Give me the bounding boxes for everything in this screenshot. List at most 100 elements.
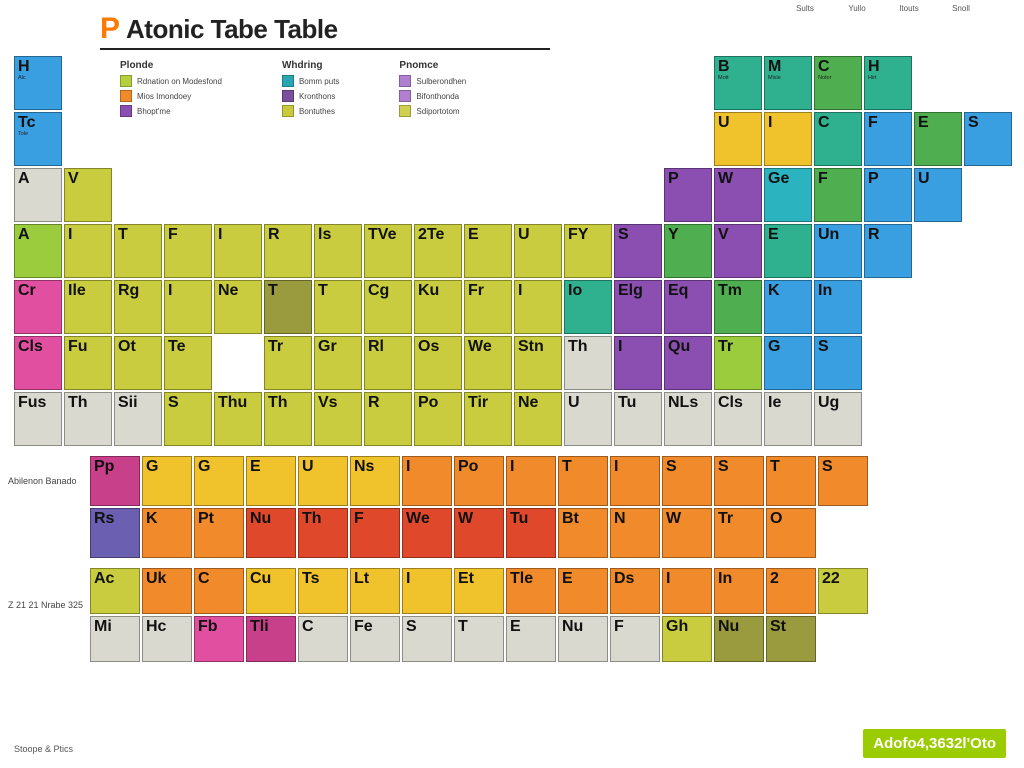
- element-cell[interactable]: Ku: [414, 280, 462, 334]
- element-cell[interactable]: We: [402, 508, 452, 558]
- element-cell[interactable]: C: [814, 112, 862, 166]
- element-cell[interactable]: Th: [564, 336, 612, 390]
- element-cell[interactable]: T: [454, 616, 504, 662]
- element-cell[interactable]: Qu: [664, 336, 712, 390]
- element-cell[interactable]: NLs: [664, 392, 712, 446]
- element-cell[interactable]: Fe: [350, 616, 400, 662]
- element-cell[interactable]: 2Te: [414, 224, 462, 278]
- element-cell[interactable]: Rg: [114, 280, 162, 334]
- element-cell[interactable]: U: [914, 168, 962, 222]
- element-cell[interactable]: F: [164, 224, 212, 278]
- element-cell[interactable]: I: [214, 224, 262, 278]
- element-cell[interactable]: E: [464, 224, 512, 278]
- element-cell[interactable]: Ds: [610, 568, 660, 614]
- element-cell[interactable]: Cls: [14, 336, 62, 390]
- element-cell[interactable]: HHirt: [864, 56, 912, 110]
- element-cell[interactable]: Nu: [714, 616, 764, 662]
- element-cell[interactable]: Tli: [246, 616, 296, 662]
- element-cell[interactable]: In: [814, 280, 862, 334]
- element-cell[interactable]: W: [454, 508, 504, 558]
- element-cell[interactable]: Rl: [364, 336, 412, 390]
- element-cell[interactable]: E: [506, 616, 556, 662]
- element-cell[interactable]: S: [614, 224, 662, 278]
- element-cell[interactable]: Cls: [714, 392, 762, 446]
- element-cell[interactable]: E: [558, 568, 608, 614]
- element-cell[interactable]: I: [402, 456, 452, 506]
- element-cell[interactable]: G: [764, 336, 812, 390]
- element-cell[interactable]: We: [464, 336, 512, 390]
- element-cell[interactable]: Fu: [64, 336, 112, 390]
- element-cell[interactable]: HAlc: [14, 56, 62, 110]
- element-cell[interactable]: Ge: [764, 168, 812, 222]
- element-cell[interactable]: A: [14, 224, 62, 278]
- element-cell[interactable]: 22: [818, 568, 868, 614]
- element-cell[interactable]: K: [142, 508, 192, 558]
- element-cell[interactable]: A: [14, 168, 62, 222]
- element-cell[interactable]: Cg: [364, 280, 412, 334]
- element-cell[interactable]: I: [514, 280, 562, 334]
- element-cell[interactable]: Po: [454, 456, 504, 506]
- element-cell[interactable]: Po: [414, 392, 462, 446]
- element-cell[interactable]: C: [298, 616, 348, 662]
- element-cell[interactable]: TVe: [364, 224, 412, 278]
- element-cell[interactable]: K: [764, 280, 812, 334]
- element-cell[interactable]: Tu: [506, 508, 556, 558]
- element-cell[interactable]: G: [142, 456, 192, 506]
- element-cell[interactable]: Y: [664, 224, 712, 278]
- element-cell[interactable]: Pt: [194, 508, 244, 558]
- element-cell[interactable]: Nu: [558, 616, 608, 662]
- element-cell[interactable]: Os: [414, 336, 462, 390]
- element-cell[interactable]: Fus: [14, 392, 62, 446]
- element-cell[interactable]: I: [610, 456, 660, 506]
- element-cell[interactable]: MMisle: [764, 56, 812, 110]
- element-cell[interactable]: T: [114, 224, 162, 278]
- element-cell[interactable]: Tir: [464, 392, 512, 446]
- element-cell[interactable]: T: [558, 456, 608, 506]
- element-cell[interactable]: BMott: [714, 56, 762, 110]
- element-cell[interactable]: Cu: [246, 568, 296, 614]
- element-cell[interactable]: C: [194, 568, 244, 614]
- element-cell[interactable]: Rs: [90, 508, 140, 558]
- element-cell[interactable]: P: [664, 168, 712, 222]
- element-cell[interactable]: I: [614, 336, 662, 390]
- element-cell[interactable]: Gh: [662, 616, 712, 662]
- element-cell[interactable]: Th: [298, 508, 348, 558]
- element-cell[interactable]: N: [610, 508, 660, 558]
- element-cell[interactable]: I: [662, 568, 712, 614]
- element-cell[interactable]: Fb: [194, 616, 244, 662]
- element-cell[interactable]: S: [814, 336, 862, 390]
- element-cell[interactable]: E: [764, 224, 812, 278]
- element-cell[interactable]: Tm: [714, 280, 762, 334]
- element-cell[interactable]: St: [766, 616, 816, 662]
- element-cell[interactable]: Stn: [514, 336, 562, 390]
- element-cell[interactable]: CNotor: [814, 56, 862, 110]
- element-cell[interactable]: Eq: [664, 280, 712, 334]
- element-cell[interactable]: FY: [564, 224, 612, 278]
- element-cell[interactable]: Gr: [314, 336, 362, 390]
- element-cell[interactable]: Ie: [764, 392, 812, 446]
- element-cell[interactable]: W: [714, 168, 762, 222]
- element-cell[interactable]: Tle: [506, 568, 556, 614]
- element-cell[interactable]: T: [264, 280, 312, 334]
- element-cell[interactable]: S: [818, 456, 868, 506]
- element-cell[interactable]: Tr: [714, 336, 762, 390]
- element-cell[interactable]: T: [314, 280, 362, 334]
- element-cell[interactable]: Bt: [558, 508, 608, 558]
- element-cell[interactable]: W: [662, 508, 712, 558]
- element-cell[interactable]: Hc: [142, 616, 192, 662]
- element-cell[interactable]: U: [564, 392, 612, 446]
- element-cell[interactable]: TcTole: [14, 112, 62, 166]
- element-cell[interactable]: U: [714, 112, 762, 166]
- element-cell[interactable]: T: [766, 456, 816, 506]
- element-cell[interactable]: Ne: [514, 392, 562, 446]
- element-cell[interactable]: Te: [164, 336, 212, 390]
- element-cell[interactable]: Mi: [90, 616, 140, 662]
- element-cell[interactable]: Fr: [464, 280, 512, 334]
- element-cell[interactable]: Pp: [90, 456, 140, 506]
- element-cell[interactable]: 2: [766, 568, 816, 614]
- element-cell[interactable]: In: [714, 568, 764, 614]
- element-cell[interactable]: F: [350, 508, 400, 558]
- element-cell[interactable]: Ac: [90, 568, 140, 614]
- element-cell[interactable]: Ug: [814, 392, 862, 446]
- element-cell[interactable]: F: [814, 168, 862, 222]
